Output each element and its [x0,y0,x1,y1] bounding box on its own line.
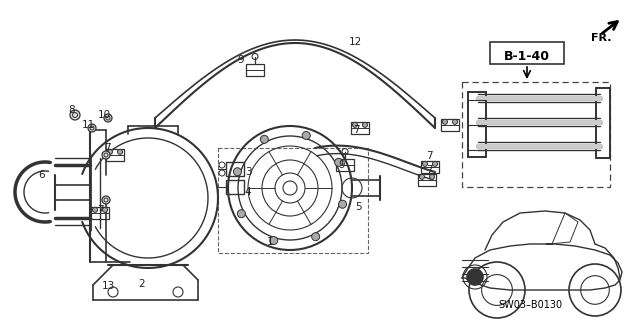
Bar [351,122,369,134]
Circle shape [269,237,278,245]
Text: 6: 6 [38,170,45,180]
Circle shape [104,114,112,122]
Bar [218,148,368,253]
Bar [468,92,486,157]
Bar [336,159,354,171]
Bar [226,180,244,194]
Circle shape [452,119,458,124]
Text: 10: 10 [97,110,111,120]
Text: B-1-40: B-1-40 [504,49,550,63]
Text: 11: 11 [81,120,95,130]
Text: SW03–B0130: SW03–B0130 [498,300,562,310]
Bar [91,207,109,219]
Text: 12: 12 [348,37,362,47]
Bar [246,64,264,76]
Circle shape [88,124,96,132]
Text: 7: 7 [104,143,110,153]
Circle shape [353,122,358,127]
Bar [441,119,459,131]
Text: 13: 13 [101,281,115,291]
Circle shape [335,158,342,166]
Bar [226,162,244,176]
Text: 7: 7 [426,151,432,161]
Text: 5: 5 [355,202,362,212]
Circle shape [362,122,367,127]
Text: 8: 8 [68,105,76,115]
Text: 7: 7 [97,205,103,215]
Text: 1: 1 [267,237,273,247]
Text: 3: 3 [244,167,252,177]
Circle shape [237,210,245,218]
Circle shape [419,174,424,179]
Bar [418,174,436,186]
Text: 4: 4 [244,187,252,197]
Circle shape [339,200,346,208]
Circle shape [422,161,428,166]
Circle shape [260,135,268,143]
Bar [490,42,564,64]
Circle shape [118,149,122,154]
Bar [468,92,486,157]
Text: 9: 9 [339,160,346,170]
Bar [596,88,610,158]
Circle shape [102,207,108,212]
Circle shape [102,151,110,159]
Circle shape [467,269,483,285]
Circle shape [108,149,113,154]
Text: 7: 7 [426,165,432,175]
Text: 7: 7 [353,125,359,135]
Bar [596,88,610,158]
Bar [462,82,610,187]
Circle shape [442,119,447,124]
Circle shape [312,233,319,241]
Circle shape [433,161,438,166]
Circle shape [93,207,97,212]
Circle shape [70,110,80,120]
Circle shape [302,131,310,139]
Bar [106,149,124,161]
Circle shape [234,168,241,176]
Circle shape [429,174,435,179]
Text: 2: 2 [139,279,145,289]
Bar [421,161,439,173]
Text: 9: 9 [237,55,244,65]
Text: FR.: FR. [591,33,611,43]
Circle shape [102,196,110,204]
